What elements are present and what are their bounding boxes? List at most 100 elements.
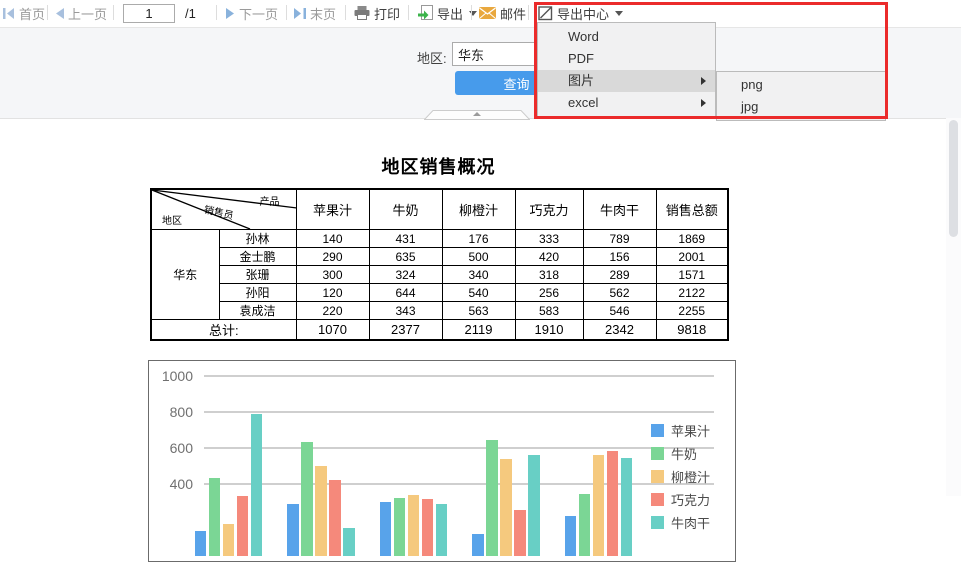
chart-bar [393,497,406,556]
chart-bar [486,440,498,556]
gridline [204,411,714,413]
value-cell: 1869 [655,229,729,248]
legend-item[interactable]: 苹果汁 [651,421,710,440]
legend-swatch [651,516,664,529]
chart-bar [564,516,577,556]
prev-page-label: 上一页 [68,6,108,22]
separator [471,5,472,20]
chart-bar [435,503,448,556]
next-page-button[interactable]: 下一页 [226,0,278,26]
collapse-panel-handle[interactable] [423,108,531,120]
submenu-item-png[interactable]: png [741,77,763,92]
vertical-scrollbar[interactable] [946,118,961,496]
legend-swatch [651,470,664,483]
separator [216,5,217,20]
separator [113,5,114,20]
export-icon [418,5,433,20]
legend-label: 巧克力 [671,493,711,508]
value-cell: 2001 [655,247,729,266]
export-button[interactable]: 导出 [417,0,478,26]
print-label: 打印 [374,6,401,22]
mail-button[interactable]: 邮件 [479,0,526,26]
salesperson-cell: 张珊 [218,265,297,284]
legend-swatch [651,447,664,460]
submenu-arrow-icon [701,77,706,85]
value-cell: 563 [441,301,516,320]
chart-bar [287,503,299,556]
separator [286,5,287,20]
chart-bar [194,530,207,556]
collapse-arrow-icon [473,112,481,116]
page-number-input[interactable] [123,3,175,23]
export-center-menu: Word PDF 图片 excel [537,22,716,118]
prev-page-button[interactable]: 上一页 [55,0,107,26]
value-cell: 256 [514,283,584,302]
chart-bar [514,509,526,556]
chart-bar [421,498,434,556]
table-header-row: 产品 销售员 地区 苹果汁 牛奶 柳橙汁 巧克力 牛肉干 销售总额 [150,188,729,230]
menu-item-图片[interactable]: 图片 [538,70,715,92]
gridline [204,447,714,449]
value-cell: 644 [368,283,443,302]
chart-bar [578,494,591,556]
export-center-label: 导出中心 [557,6,610,22]
value-cell: 220 [295,301,370,320]
separator [345,5,346,20]
chart-bar [329,480,341,556]
legend-label: 牛肉干 [671,516,711,531]
gridline [204,483,714,485]
toolbar: 首页 上一页 /1 下一页 末页 打印 导出 [0,0,961,28]
legend-item[interactable]: 牛肉干 [651,513,710,532]
chart-bar [208,478,221,556]
chart-bar [250,413,263,556]
column-header: 牛肉干 [582,188,657,230]
value-cell: 290 [295,247,370,266]
chevron-down-icon [469,10,478,16]
column-header: 巧克力 [514,188,584,230]
scrollbar-thumb[interactable] [949,120,958,237]
table-row: 华东 孙林 140 431 176 333 789 1869 [150,229,729,320]
value-cell: 420 [514,247,584,266]
export-center-button[interactable]: 导出中心 [538,0,624,26]
menu-item-excel[interactable]: excel [538,92,715,114]
total-value-cell: 2119 [441,319,516,341]
submenu-item-jpg[interactable]: jpg [741,99,759,114]
report-title: 地区销售概况 [381,157,496,177]
submenu-arrow-icon [701,99,706,107]
total-value-cell: 1070 [295,319,370,341]
value-cell: 289 [582,265,657,284]
next-page-label: 下一页 [239,6,279,22]
print-button[interactable]: 打印 [354,0,400,26]
total-value-cell: 2342 [582,319,657,341]
table-row: 张珊 300 324 340 318 289 1571 [151,265,729,284]
menu-item-word[interactable]: Word [568,29,599,44]
value-cell: 540 [441,283,516,302]
value-cell: 583 [514,301,584,320]
chart-bar [620,457,633,556]
legend-item[interactable]: 牛奶 [651,444,697,463]
region-cell: 华东 [150,229,220,320]
menu-item-pdf[interactable]: PDF [568,51,594,66]
legend-item[interactable]: 柳橙汁 [651,467,710,486]
first-page-button[interactable]: 首页 [3,0,45,26]
value-cell: 156 [582,247,657,266]
value-cell: 2255 [655,301,729,320]
chart-bar [379,502,392,556]
diagonal-label: 产品 [259,197,280,208]
last-page-button[interactable]: 末页 [294,0,336,26]
legend-label: 牛奶 [671,447,698,462]
mail-icon [479,7,496,19]
value-cell: 300 [295,265,370,284]
value-cell: 343 [368,301,443,320]
value-cell: 140 [295,229,370,248]
mail-label: 邮件 [500,6,527,22]
legend-item[interactable]: 巧克力 [651,490,710,509]
page-total-label: /1 [185,5,196,21]
image-format-submenu: png jpg [716,71,886,121]
gridline [204,375,714,377]
chart-bar [236,496,249,556]
export-label: 导出 [437,6,464,22]
value-cell: 789 [582,229,657,248]
table-row: 金士鹏 290 635 500 420 156 2001 [151,247,729,266]
column-header: 牛奶 [368,188,443,230]
